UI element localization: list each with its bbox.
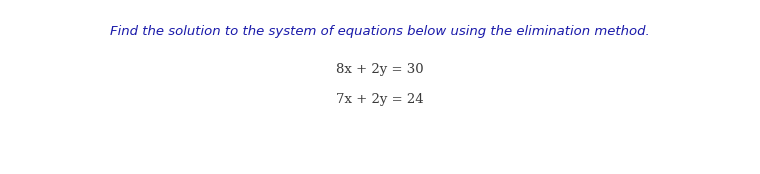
Text: 8x + 2y = 30: 8x + 2y = 30 (336, 63, 424, 76)
Text: Find the solution to the system of equations below using the elimination method.: Find the solution to the system of equat… (110, 25, 650, 38)
Text: 7x + 2y = 24: 7x + 2y = 24 (336, 93, 424, 106)
